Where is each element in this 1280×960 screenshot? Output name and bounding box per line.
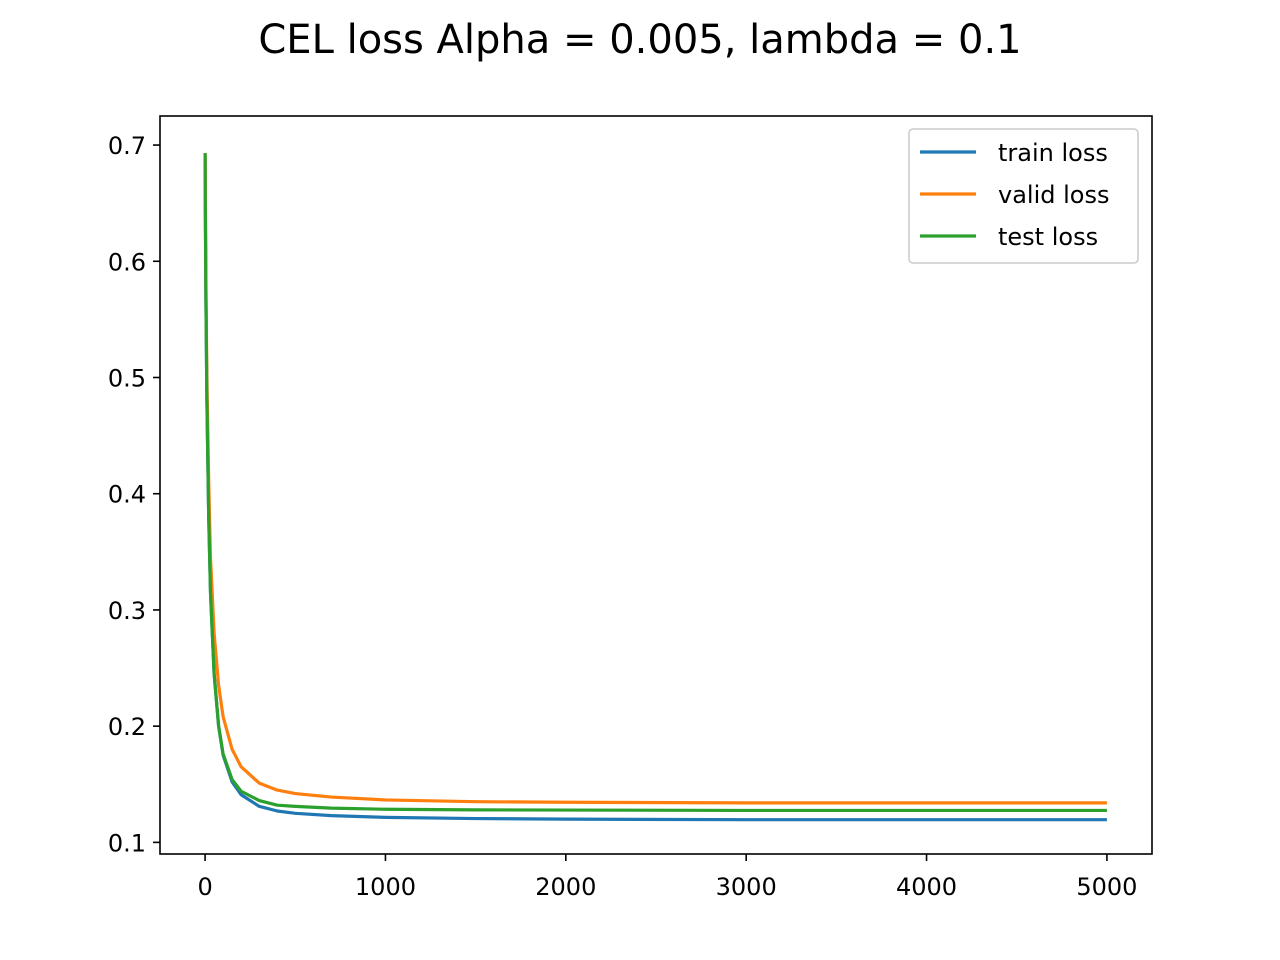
x-tick-label: 0 [197, 873, 212, 901]
legend-label: train loss [998, 139, 1108, 167]
plot-lines [203, 153, 1107, 822]
legend-label: valid loss [998, 181, 1109, 209]
plot-frame [159, 115, 1153, 855]
x-tick-label: 3000 [716, 873, 777, 901]
y-axis: 0.1 0.2 0.3 0.4 0.5 0.6 0.7 [108, 132, 160, 857]
chart-title: CEL loss Alpha = 0.005, lambda = 0.1 [258, 17, 1021, 63]
y-tick-label: 0.6 [108, 248, 146, 276]
y-tick-label: 0.7 [108, 132, 146, 160]
legend-label: test loss [998, 223, 1098, 251]
series-line-test-loss [203, 153, 1107, 813]
legend-box [908, 128, 1139, 264]
y-tick-label: 0.5 [108, 364, 146, 392]
x-tick-label: 5000 [1076, 873, 1137, 901]
x-tick-label: 1000 [355, 873, 416, 901]
y-tick-label: 0.4 [108, 481, 146, 509]
y-tick-label: 0.3 [108, 597, 146, 625]
y-tick-label: 0.1 [108, 829, 146, 857]
x-axis: 0 1000 2000 3000 4000 5000 [197, 854, 1137, 901]
x-tick-label: 4000 [896, 873, 957, 901]
x-tick-label: 2000 [535, 873, 596, 901]
legend: train loss valid loss test loss [908, 128, 1139, 264]
y-tick-label: 0.2 [108, 713, 146, 741]
